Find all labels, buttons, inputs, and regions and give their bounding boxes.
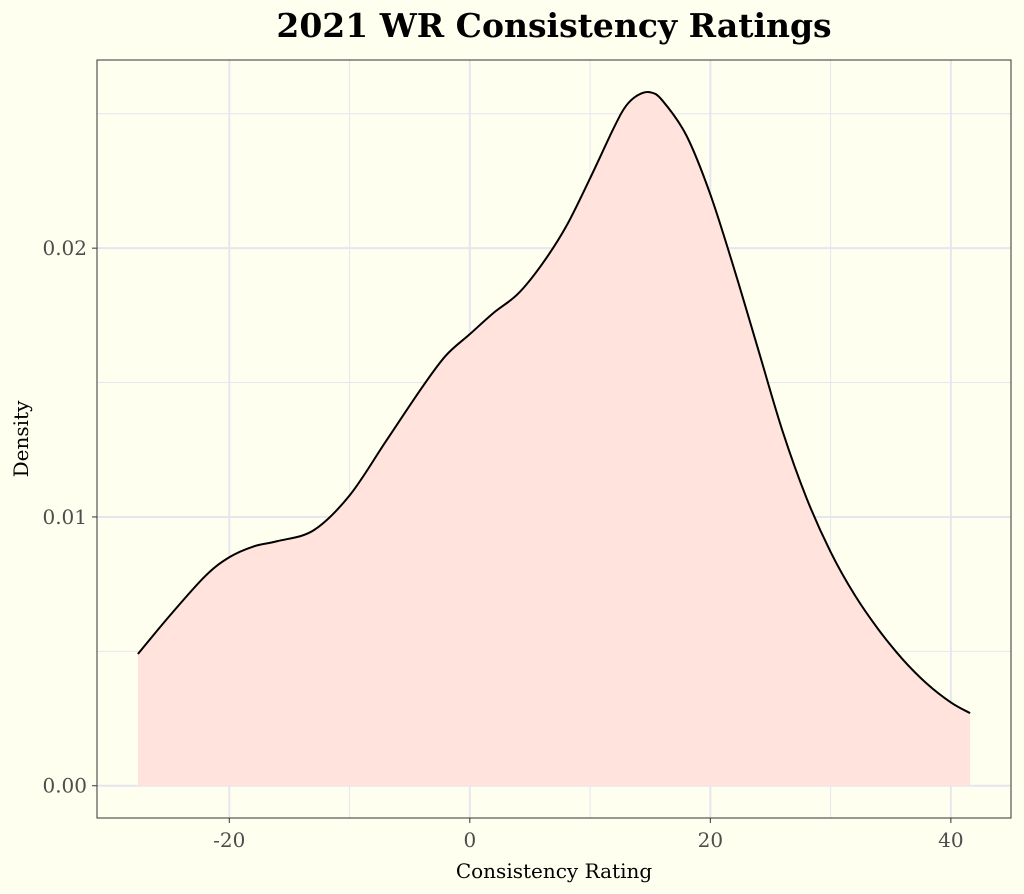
x-tick-label: 40 (938, 828, 963, 852)
area-layer (137, 90, 971, 786)
tick-layer: -20 0 20 40 0.00 0.01 0.02 (42, 236, 963, 852)
density-area-fill (137, 91, 971, 786)
density-curve-line (137, 90, 971, 715)
x-tick-label: 0 (463, 828, 476, 852)
y-tick-label: 0.02 (42, 236, 87, 260)
x-tick-label: 20 (698, 828, 723, 852)
y-axis-label: Density (9, 400, 33, 477)
x-axis-label: Consistency Rating (456, 859, 653, 883)
y-tick-label: 0.01 (42, 505, 87, 529)
plot-border (96, 59, 1012, 819)
y-tick-label: 0.00 (42, 774, 87, 798)
chart-title: 2021 WR Consistency Ratings (276, 6, 831, 45)
x-tick-label: -20 (213, 828, 245, 852)
